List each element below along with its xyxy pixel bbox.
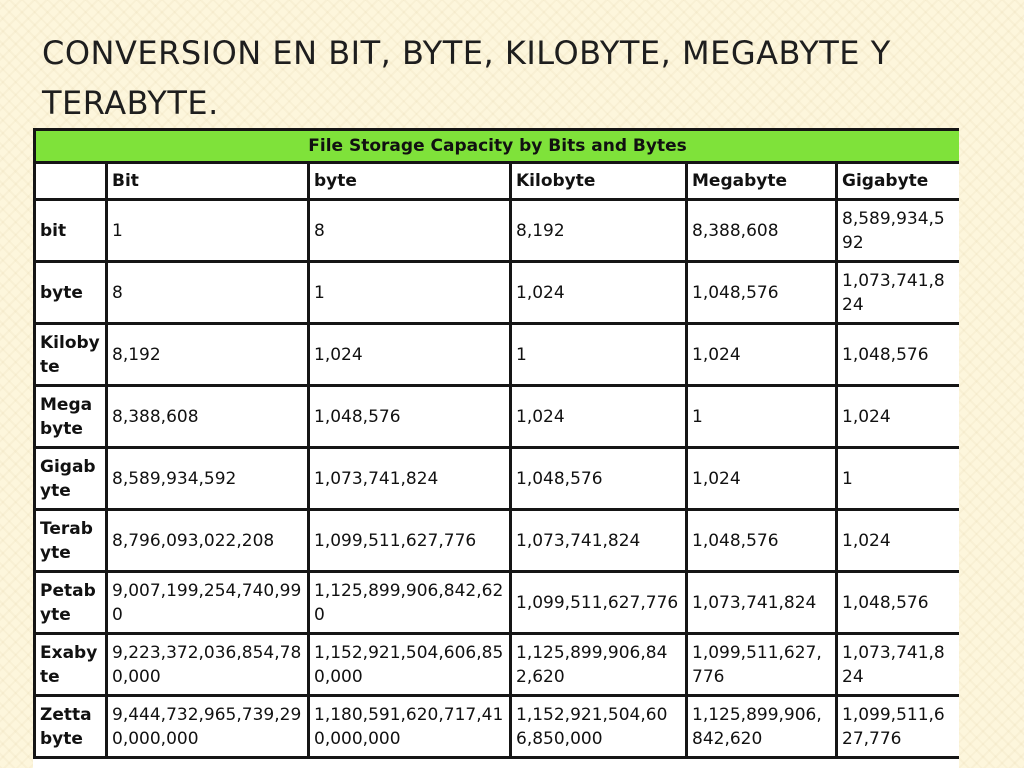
table-cell: 1,024 [509, 384, 688, 449]
table-cell: 8,388,608 [685, 198, 838, 263]
table-cell: 1,073,741,824 [834, 632, 959, 697]
table-caption: File Storage Capacity by Bits and Bytes [33, 128, 959, 164]
table-cell: 8,589,934,592 [105, 446, 310, 511]
table-cell: 1 [834, 446, 959, 511]
table-cell: 1,099,511,627,776 [509, 570, 688, 635]
row-header: Kilobyte [33, 322, 108, 387]
table-row: Gigabyte 8,589,934,592 1,073,741,824 1,0… [33, 446, 959, 511]
table-cell: 1,024 [307, 322, 512, 387]
table-cell: 1,024 [685, 322, 838, 387]
column-header: Kilobyte [509, 161, 688, 201]
table-cell: 1,048,576 [509, 446, 688, 511]
table-cell: 1,048,576 [834, 570, 959, 635]
row-header: Exabyte [33, 632, 108, 697]
row-header: Gigabyte [33, 446, 108, 511]
table-cell: 8,796,093,022,208 [105, 508, 310, 573]
caption-row: File Storage Capacity by Bits and Bytes [33, 128, 959, 164]
table-cell: 1,125,899,906,842,620 [509, 632, 688, 697]
table-row: Zettabyte 9,444,732,965,739,290,000,000 … [33, 694, 959, 759]
table-cell: 1,073,741,824 [509, 508, 688, 573]
table-row: Petabyte 9,007,199,254,740,990 1,125,899… [33, 570, 959, 635]
column-header: Gigabyte [834, 161, 959, 201]
row-header: Petabyte [33, 570, 108, 635]
table-cell: 1,024 [685, 446, 838, 511]
corner-cell [33, 161, 108, 201]
table-cell: 1,024 [509, 260, 688, 325]
table-cell: 1 [509, 322, 688, 387]
table-cell: 1,073,741,824 [307, 446, 512, 511]
table-cell: 9,444,732,965,739,290,000,000 [105, 694, 310, 759]
table-row: Exabyte 9,223,372,036,854,780,000 1,152,… [33, 632, 959, 697]
table-cell: 1,048,576 [685, 508, 838, 573]
table-cell: 8,589,934,592 [834, 198, 959, 263]
table-cell: 1,024 [834, 384, 959, 449]
table-cell: 8,192 [105, 322, 310, 387]
table-cell: 9,223,372,036,854,780,000 [105, 632, 310, 697]
table-cell: 1,180,591,620,717,410,000,000 [307, 694, 512, 759]
storage-capacity-table: File Storage Capacity by Bits and Bytes … [33, 128, 959, 759]
table-cell: 1,099,511,627,776 [834, 694, 959, 759]
table-row: Kilobyte 8,192 1,024 1 1,024 1,048,576 [33, 322, 959, 387]
table-cell: 1,048,576 [834, 322, 959, 387]
table-cell: 1,152,921,504,606,850,000 [307, 632, 512, 697]
column-header: Bit [105, 161, 310, 201]
table-cell: 1,152,921,504,606,850,000 [509, 694, 688, 759]
table-cell: 8 [307, 198, 512, 263]
row-header: Zettabyte [33, 694, 108, 759]
table-cell: 1,125,899,906,842,620 [685, 694, 838, 759]
table-cell: 1,125,899,906,842,620 [307, 570, 512, 635]
table-row: byte 8 1 1,024 1,048,576 1,073,741,824 [33, 260, 959, 325]
table-cell: 1,099,511,627,776 [685, 632, 838, 697]
table-cell: 8,192 [509, 198, 688, 263]
table-cell: 8 [105, 260, 310, 325]
table-cell: 1,099,511,627,776 [307, 508, 512, 573]
table-body: bit 1 8 8,192 8,388,608 8,589,934,592 by… [33, 198, 959, 759]
table-cell: 1 [307, 260, 512, 325]
table-row: bit 1 8 8,192 8,388,608 8,589,934,592 [33, 198, 959, 263]
slide-title: CONVERSION EN BIT, BYTE, KILOBYTE, MEGAB… [42, 34, 891, 122]
table-row: Megabyte 8,388,608 1,048,576 1,024 1 1,0… [33, 384, 959, 449]
table-cell: 1,024 [834, 508, 959, 573]
table-row: Terabyte 8,796,093,022,208 1,099,511,627… [33, 508, 959, 573]
table-cell: 1,048,576 [307, 384, 512, 449]
row-header: Megabyte [33, 384, 108, 449]
column-header-row: Bit byte Kilobyte Megabyte Gigabyte [33, 161, 959, 201]
row-header: Terabyte [33, 508, 108, 573]
column-header: byte [307, 161, 512, 201]
table-cell: 1,073,741,824 [685, 570, 838, 635]
table-cell: 1,073,741,824 [834, 260, 959, 325]
column-header: Megabyte [685, 161, 838, 201]
table-cell: 9,007,199,254,740,990 [105, 570, 310, 635]
table-cell: 1,048,576 [685, 260, 838, 325]
storage-table-container: File Storage Capacity by Bits and Bytes … [33, 128, 959, 768]
table-cell: 1 [105, 198, 310, 263]
row-header: byte [33, 260, 108, 325]
row-header: bit [33, 198, 108, 263]
table-cell: 1 [685, 384, 838, 449]
table-head: File Storage Capacity by Bits and Bytes … [33, 128, 959, 201]
table-cell: 8,388,608 [105, 384, 310, 449]
